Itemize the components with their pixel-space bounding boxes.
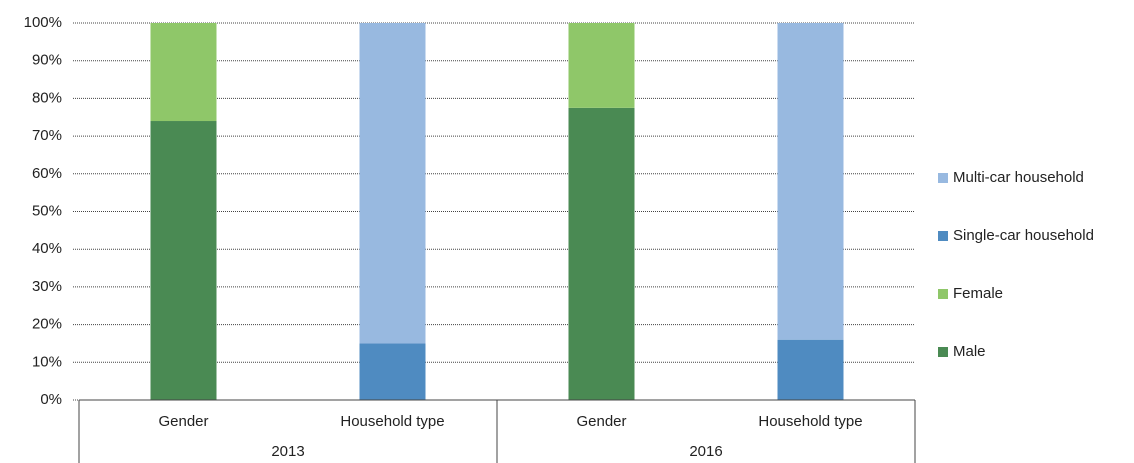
x-tick-label: Gender (576, 413, 626, 430)
bar-segment (777, 23, 844, 340)
y-tick-label: 70% (32, 127, 62, 144)
y-tick-label: 80% (32, 89, 62, 106)
y-tick-label: 30% (32, 278, 62, 295)
legend-swatch (938, 231, 948, 241)
bar-segment (777, 339, 844, 400)
x-tick-label: Gender (158, 413, 208, 430)
group-label: 2013 (271, 443, 304, 460)
x-tick-label: Household type (340, 413, 444, 430)
y-tick-label: 50% (32, 202, 62, 219)
y-tick-label: 20% (32, 316, 62, 333)
y-tick-label: 0% (40, 391, 62, 408)
legend-label: Male (953, 343, 986, 360)
x-tick-label: Household type (758, 413, 862, 430)
legend-swatch (938, 289, 948, 299)
legend-label: Female (953, 285, 1003, 302)
y-tick-label: 10% (32, 353, 62, 370)
bar-segment (359, 343, 426, 400)
bar-segment (359, 23, 426, 344)
bar-segment (150, 121, 217, 401)
legend-label: Multi-car household (953, 169, 1084, 186)
bar-segment (568, 23, 635, 108)
y-tick-label: 90% (32, 52, 62, 69)
group-label: 2016 (689, 443, 722, 460)
legend-swatch (938, 173, 948, 183)
legend-label: Single-car household (953, 227, 1094, 244)
legend-swatch (938, 347, 948, 357)
y-tick-label: 40% (32, 240, 62, 257)
y-tick-label: 100% (24, 14, 62, 31)
bar-segment (150, 23, 217, 122)
bar-segment (568, 107, 635, 400)
y-tick-label: 60% (32, 165, 62, 182)
